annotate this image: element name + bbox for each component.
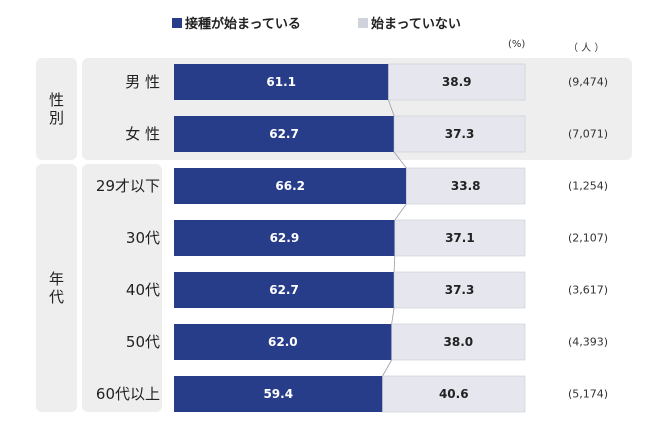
category-label: 50代 <box>126 333 160 351</box>
legend-label-not-started: 始まっていない <box>371 17 461 32</box>
connector-line <box>391 307 395 325</box>
bar-not-started <box>393 115 526 153</box>
connector-line <box>388 99 395 117</box>
group-label-char: 代 <box>49 288 64 306</box>
connector-line <box>393 255 396 273</box>
data-label-not-started: 37.3 <box>445 283 475 297</box>
category-label: 29才以下 <box>96 177 160 195</box>
connector-line <box>393 151 407 169</box>
connector-line <box>382 359 392 377</box>
category-label: 40代 <box>126 281 160 299</box>
count-label: (4,393) <box>568 336 608 349</box>
data-label-started: 66.2 <box>275 179 305 193</box>
bar-not-started <box>393 271 526 309</box>
bar-started <box>174 64 389 100</box>
data-label-not-started: 37.3 <box>445 127 475 141</box>
count-label: (9,474) <box>568 76 608 89</box>
category-label: 60代以上 <box>96 385 160 403</box>
connector-line <box>394 203 407 221</box>
legend-swatch-not-started <box>358 17 368 28</box>
bar-started <box>174 376 383 412</box>
data-label-started: 62.7 <box>269 283 299 297</box>
legend-swatch-started <box>172 17 182 28</box>
group-label-char: 別 <box>49 109 64 127</box>
legend-item-not-started: 始まっていない <box>358 13 461 32</box>
data-label-started: 62.9 <box>270 231 300 245</box>
count-label: (7,071) <box>568 128 608 141</box>
data-label-not-started: 40.6 <box>439 387 469 401</box>
data-label-started: 59.4 <box>263 387 293 401</box>
count-label: (1,254) <box>568 180 608 193</box>
category-label: 30代 <box>126 229 160 247</box>
count-label: (5,174) <box>568 388 608 401</box>
legend-label-started: 接種が始まっている <box>185 17 301 32</box>
unit-count-label: （ 人 ） <box>568 43 605 54</box>
bar-not-started <box>406 167 526 205</box>
legend-item-started: 接種が始まっている <box>172 13 301 32</box>
bar-not-started <box>394 219 526 257</box>
group-label-panel <box>36 164 77 412</box>
data-label-started: 61.1 <box>266 75 296 89</box>
data-label-not-started: 38.9 <box>442 75 472 89</box>
group-label-char: 性 <box>49 91 64 109</box>
data-label-not-started: 33.8 <box>451 179 481 193</box>
count-label: (3,617) <box>568 284 608 297</box>
group-label-char: 年 <box>49 270 64 288</box>
bar-started <box>174 220 395 256</box>
data-label-started: 62.7 <box>269 127 299 141</box>
group-label-panel <box>36 58 77 160</box>
data-label-not-started: 38.0 <box>444 335 474 349</box>
category-label: 男 性 <box>125 73 160 91</box>
bar-started <box>174 324 392 360</box>
bar-started <box>174 168 407 204</box>
bar-started <box>174 272 395 308</box>
bar-not-started <box>388 63 526 101</box>
category-label: 女 性 <box>125 125 160 143</box>
bar-not-started <box>382 375 526 413</box>
bar-started <box>174 116 395 152</box>
bar-not-started <box>391 323 526 361</box>
data-label-started: 62.0 <box>268 335 298 349</box>
count-label: (2,107) <box>568 232 608 245</box>
data-label-not-started: 37.1 <box>445 231 475 245</box>
unit-percent-label: (%) <box>508 39 526 50</box>
group-row-panel <box>82 164 162 412</box>
